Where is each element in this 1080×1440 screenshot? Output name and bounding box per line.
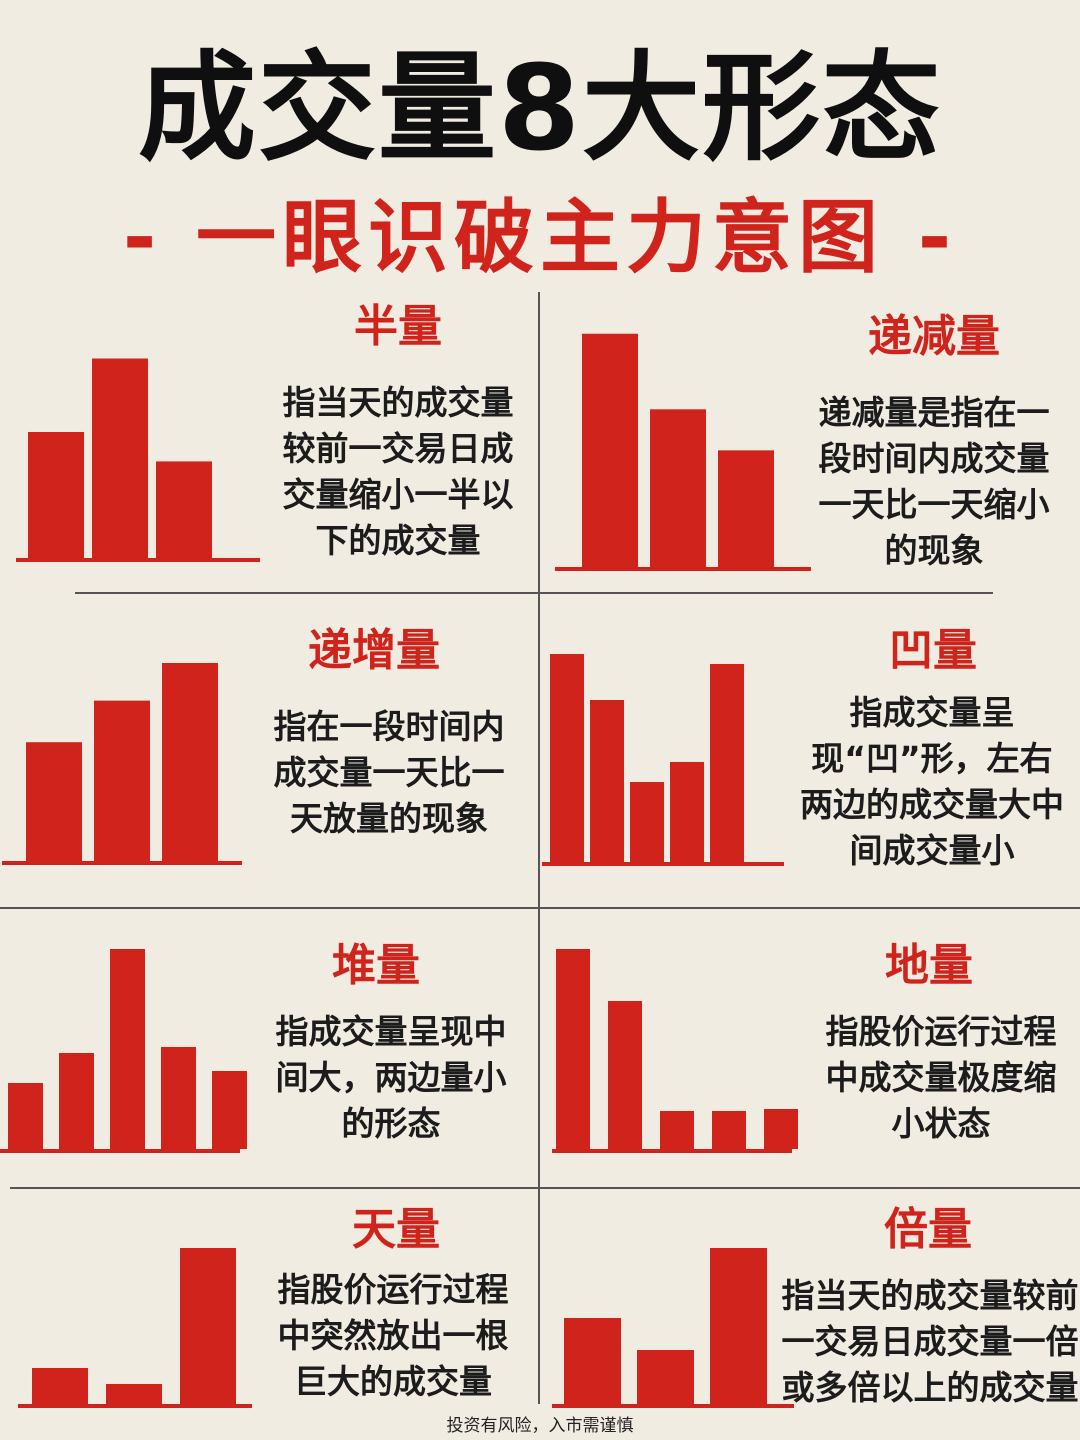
volume-bar-1 [564, 1318, 621, 1404]
chart-baseline [18, 1404, 252, 1408]
volume-bar-5 [212, 1071, 247, 1149]
half-volume-description: 指当天的成交量较前一交易日成交量缩小一半以下的成交量 [282, 383, 514, 560]
volume-bar-3 [660, 1111, 694, 1149]
risk-disclaimer: 投资有风险，入市需谨慎 [446, 1416, 634, 1436]
volume-bar-1 [582, 333, 638, 567]
ground-volume-chart [552, 949, 798, 1153]
double-volume-description: 指当天的成交量较前一交易日成交量一倍或多倍以上的成交量 [781, 1276, 1079, 1407]
decreasing-volume-title: 递减量 [868, 311, 1000, 362]
increasing-volume-title: 递增量 [308, 625, 440, 676]
concave-volume-chart [542, 654, 784, 866]
volume-bar-5 [710, 664, 744, 862]
chart-panel-ground-volume: 地量 指股价运行过程中成交量极度缩小状态 [540, 909, 1080, 1187]
volume-bar-2 [590, 700, 624, 862]
chart-baseline [0, 1149, 240, 1153]
volume-bar-1 [32, 1368, 88, 1404]
horizontal-divider-2 [0, 907, 1080, 909]
volume-bar-3 [156, 461, 212, 558]
chart-panel-increasing-volume: 递增量 指在一段时间内成交量一天比一天放量的现象 [0, 594, 538, 907]
chart-baseline [16, 558, 260, 562]
decreasing-volume-description: 递减量是指在一段时间内成交量一天比一天缩小的现象 [818, 393, 1050, 570]
chart-panel-half-volume: 半量 指当天的成交量较前一交易日成交量缩小一半以下的成交量 [0, 295, 538, 592]
chart-panel-sky-volume: 天量 指股价运行过程中突然放出一根巨大的成交量 [0, 1189, 538, 1414]
volume-bar-3 [162, 663, 218, 861]
volume-bar-3 [710, 1248, 767, 1404]
concave-volume-description: 指成交量呈现“凹”形，左右两边的成交量大中间成交量小 [800, 693, 1064, 870]
ground-volume-title: 地量 [885, 940, 973, 991]
volume-bar-3 [630, 782, 664, 862]
volume-bar-2 [106, 1384, 162, 1404]
heap-volume-title: 堆量 [332, 940, 420, 991]
concave-volume-title: 凹量 [889, 625, 977, 676]
volume-bar-3 [718, 450, 774, 567]
chart-baseline [542, 862, 784, 866]
chart-baseline [552, 1149, 792, 1153]
volume-bar-2 [92, 358, 148, 558]
volume-bar-4 [712, 1111, 746, 1149]
chart-panel-heap-volume: 堆量 指成交量呈现中间大，两边量小的形态 [0, 909, 538, 1187]
chart-baseline [2, 861, 242, 865]
volume-bar-1 [26, 742, 82, 861]
chart-baseline [552, 1404, 794, 1408]
sky-volume-description: 指股价运行过程中突然放出一根巨大的成交量 [277, 1270, 509, 1401]
volume-bar-5 [764, 1109, 798, 1149]
chart-panel-double-volume: 倍量 指当天的成交量较前一交易日成交量一倍或多倍以上的成交量 [540, 1189, 1080, 1414]
sky-volume-title: 天量 [352, 1204, 440, 1255]
chart-panel-decreasing-volume: 递减量 递减量是指在一段时间内成交量一天比一天缩小的现象 [540, 295, 1080, 592]
half-volume-title: 半量 [354, 301, 442, 352]
chart-panel-concave-volume: 凹量 指成交量呈现“凹”形，左右两边的成交量大中间成交量小 [540, 594, 1080, 907]
volume-bar-1 [550, 654, 584, 862]
volume-bar-1 [556, 949, 590, 1149]
chart-baseline [555, 567, 811, 571]
volume-bar-2 [637, 1350, 694, 1404]
heap-volume-chart [0, 949, 247, 1153]
double-volume-chart [552, 1248, 794, 1408]
volume-bar-2 [650, 409, 706, 567]
heap-volume-description: 指成交量呈现中间大，两边量小的形态 [275, 1012, 507, 1143]
sky-volume-chart [18, 1248, 252, 1408]
volume-bar-2 [59, 1053, 94, 1149]
volume-bar-2 [94, 700, 150, 861]
volume-bar-3 [110, 949, 145, 1149]
page-title: 成交量8大形态 [137, 39, 943, 177]
page-subtitle: - 一眼识破主力意图 - [122, 191, 958, 284]
vertical-divider [538, 292, 540, 1404]
horizontal-divider-3 [10, 1187, 1080, 1189]
volume-bar-1 [28, 432, 84, 558]
decreasing-volume-chart [555, 333, 811, 571]
volume-bar-4 [161, 1047, 196, 1149]
volume-bar-4 [670, 762, 704, 862]
volume-bar-1 [8, 1083, 43, 1149]
increasing-volume-chart [2, 663, 242, 865]
horizontal-divider-1 [75, 592, 993, 594]
ground-volume-description: 指股价运行过程中成交量极度缩小状态 [825, 1012, 1057, 1143]
half-volume-chart [16, 358, 260, 562]
double-volume-title: 倍量 [884, 1204, 972, 1255]
volume-bar-2 [608, 1001, 642, 1149]
volume-bar-3 [180, 1248, 236, 1404]
increasing-volume-description: 指在一段时间内成交量一天比一天放量的现象 [273, 707, 505, 838]
